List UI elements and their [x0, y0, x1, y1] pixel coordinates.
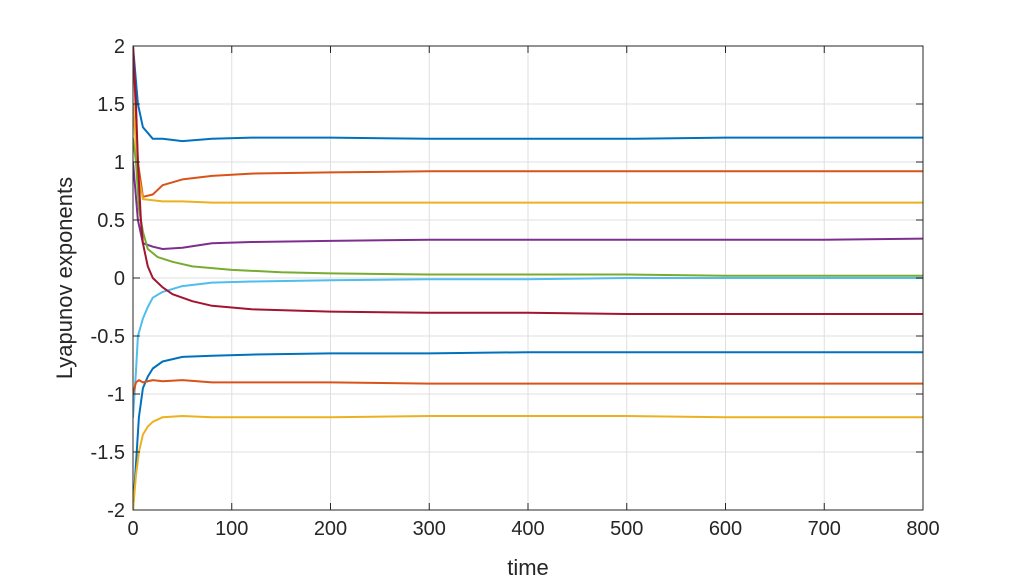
plot-area: [133, 46, 923, 510]
x-tick-label: 400: [511, 518, 544, 540]
y-tick-label: 0: [114, 268, 125, 290]
y-tick-label: 1: [114, 152, 125, 174]
x-tick-label: 200: [314, 518, 347, 540]
x-tick-label: 700: [808, 518, 841, 540]
x-tick-label: 300: [413, 518, 446, 540]
y-tick-label: -2: [107, 500, 125, 522]
series-line-7: [133, 46, 923, 315]
y-tick-label: 2: [114, 36, 125, 58]
series-line-8: [133, 351, 923, 510]
series-line-1: [133, 46, 923, 143]
y-axis-label: Lyapunov exponents: [52, 177, 77, 379]
x-tick-label: 600: [709, 518, 742, 540]
x-tick-label: 100: [215, 518, 248, 540]
y-tick-label: 1.5: [97, 94, 125, 116]
y-tick-label: -1.5: [91, 442, 125, 464]
x-tick-label: 500: [610, 518, 643, 540]
x-tick-label: 800: [906, 518, 939, 540]
series-line-2: [133, 46, 923, 198]
x-tick-label: 0: [127, 518, 138, 540]
series-line-6: [133, 277, 923, 419]
x-axis-label: time: [507, 555, 549, 580]
y-tick-label: -1: [107, 384, 125, 406]
y-tick-label: -0.5: [91, 326, 125, 348]
series-line-9: [133, 379, 923, 395]
series-line-3: [133, 103, 923, 204]
tick-marks: 0 100 200 300 400 500 600 700 800 -2 -1.5 -1 -0.5 0 0.…: [91, 36, 940, 540]
y-tick-label: 0.5: [97, 210, 125, 232]
series-line-10: [133, 415, 923, 510]
